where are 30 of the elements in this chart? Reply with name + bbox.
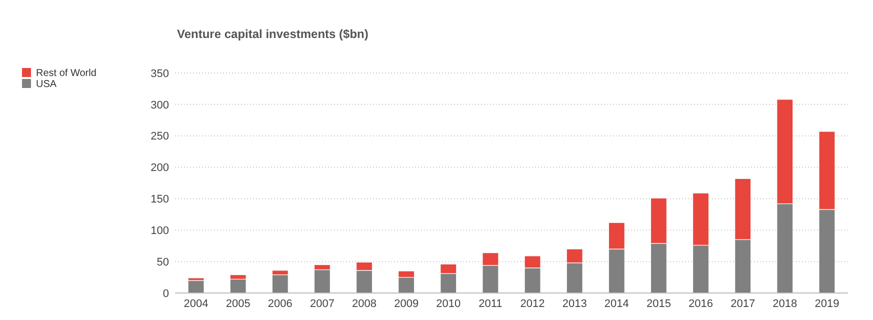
x-tick-label: 2016 (688, 298, 714, 310)
legend-label: USA (36, 79, 57, 90)
y-tick-label: 50 (156, 256, 169, 268)
bar (272, 274, 288, 294)
x-tick-label: 2014 (604, 298, 629, 310)
x-tick-label: 2012 (520, 298, 545, 310)
y-tick-label: 150 (150, 194, 169, 206)
x-tick-label: 2009 (394, 298, 419, 310)
x-tick-label: 2013 (562, 298, 587, 310)
x-tick-label: 2015 (646, 298, 671, 310)
x-tick-label: 2008 (352, 298, 377, 310)
x-tick-label: 2007 (310, 298, 334, 310)
x-tick-label: 2018 (772, 298, 798, 310)
y-tick-label: 0 (162, 288, 169, 300)
x-tick-label: 2005 (226, 298, 250, 310)
x-tick-label: 2017 (730, 298, 756, 310)
x-tick-label: 2019 (814, 298, 840, 310)
legend-label: Rest of World (36, 68, 96, 79)
x-tick-label: 2010 (436, 298, 461, 310)
bar (230, 278, 246, 294)
y-tick-label: 250 (150, 130, 169, 143)
bar (188, 280, 204, 294)
x-tick-label: 2006 (268, 298, 292, 310)
y-tick-label: 100 (150, 224, 169, 237)
y-tick-label: 300 (150, 99, 169, 112)
y-tick-label: 200 (150, 162, 169, 174)
x-tick-label: 2011 (478, 298, 502, 310)
chart-title: Venture capital investments ($bn) (177, 27, 368, 41)
y-tick-label: 350 (150, 68, 169, 80)
x-tick-label: 2004 (184, 298, 208, 310)
